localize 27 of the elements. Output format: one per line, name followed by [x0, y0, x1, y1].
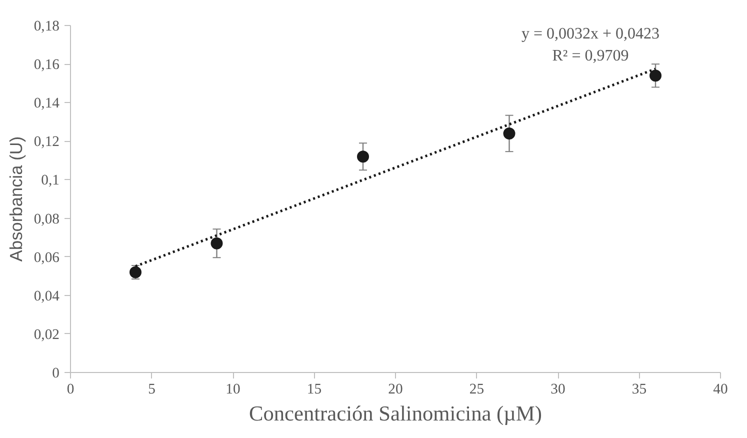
x-tick-label: 35 [632, 382, 647, 398]
y-tick-label: 0,06 [34, 250, 60, 266]
x-tick-label: 5 [148, 382, 156, 398]
point [357, 150, 369, 163]
point [210, 237, 223, 250]
y-tick-label: 0,12 [34, 134, 60, 150]
x-tick-label: 20 [388, 382, 403, 398]
y-tick-label: 0,18 [34, 18, 60, 34]
x-axis-title: Concentración Salinomicina (µM) [248, 402, 542, 426]
x-tick-label: 0 [66, 382, 74, 398]
x-tick-label: 25 [469, 382, 484, 398]
point [650, 70, 662, 82]
y-tick-label: 0,08 [34, 211, 60, 228]
annotation: y = 0,0032x + 0,0423 [521, 26, 660, 42]
y-tick-label: 0,02 [34, 326, 60, 343]
x-tick-label: 40 [713, 382, 728, 398]
y-tick-label: 0 [52, 366, 60, 382]
x-tick-label: 15 [306, 382, 322, 398]
y-axis-title: Absorbancia (U) [6, 136, 26, 262]
y-tick-label: 0,16 [34, 57, 60, 74]
annotation: R² = 0,9709 [552, 48, 629, 64]
y-tick-label: 0,14 [34, 96, 60, 112]
x-tick-label: 10 [226, 382, 240, 398]
y-tick-label: 0,04 [34, 288, 60, 304]
x-tick-label: 30 [550, 382, 566, 398]
y-tick-label: 0,1 [41, 172, 60, 189]
point [503, 127, 516, 140]
